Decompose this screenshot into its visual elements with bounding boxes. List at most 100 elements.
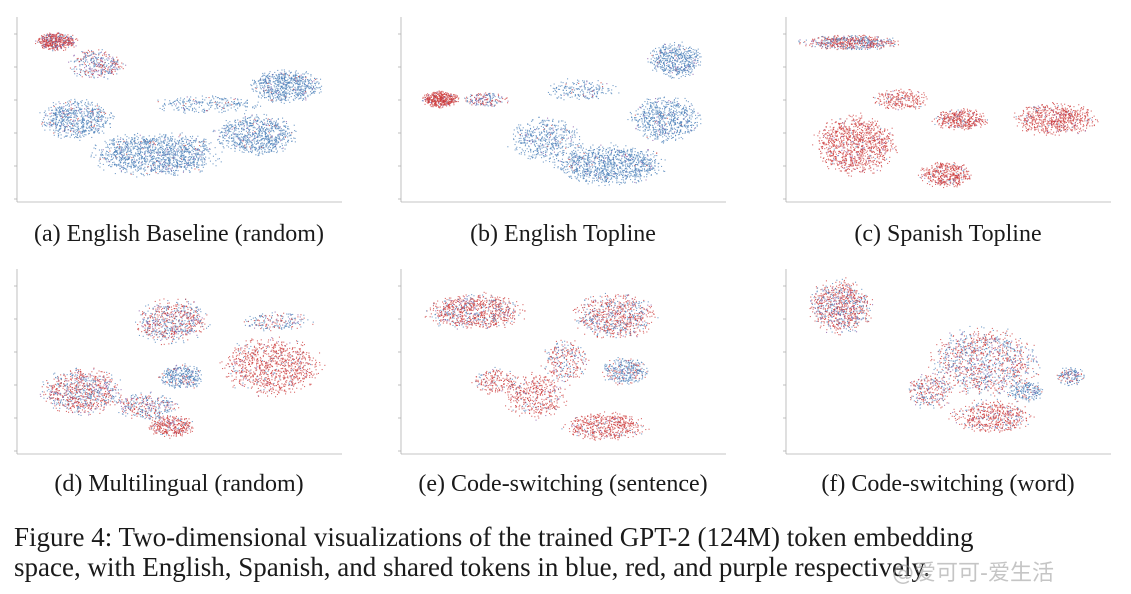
scatter-point <box>165 136 167 138</box>
scatter-point <box>305 72 307 74</box>
scatter-point <box>111 71 113 73</box>
scatter-point <box>96 125 98 127</box>
scatter-point <box>39 38 41 40</box>
scatter-point <box>55 122 57 124</box>
scatter-point <box>150 138 152 140</box>
scatter-point <box>286 122 288 124</box>
scatter-point <box>167 144 169 146</box>
scatter-point <box>296 75 298 77</box>
scatter-point <box>296 89 298 91</box>
scatter-point <box>241 133 243 135</box>
scatter-point <box>233 136 235 138</box>
scatter-point <box>199 145 201 147</box>
scatter-point <box>140 141 142 143</box>
scatter-point <box>238 138 240 140</box>
scatter-point <box>216 97 218 99</box>
scatter-point <box>265 132 267 134</box>
scatter-point <box>183 142 185 144</box>
scatter-point <box>104 157 106 159</box>
scatter-point <box>57 37 59 39</box>
scatter-point <box>122 138 124 140</box>
scatter-point <box>55 38 57 40</box>
scatter-point <box>161 149 163 151</box>
scatter-point <box>89 104 91 106</box>
scatter-point <box>221 142 223 144</box>
scatter-point <box>126 159 128 161</box>
scatter-point <box>444 102 446 104</box>
scatter-point <box>54 46 56 48</box>
scatter-point <box>278 127 280 129</box>
scatter-point <box>96 62 98 64</box>
scatter-point <box>90 59 92 61</box>
scatter-point <box>157 143 159 145</box>
scatter-point <box>159 133 161 135</box>
scatter-point <box>181 149 183 151</box>
scatter-point <box>120 149 122 151</box>
scatter-point <box>190 162 192 164</box>
scatter-point <box>58 39 60 41</box>
scatter-point <box>189 136 191 138</box>
scatter-point <box>276 79 278 81</box>
scatter-point <box>60 47 62 49</box>
scatter-point <box>259 91 261 93</box>
scatter-point <box>73 46 75 48</box>
scatter-point <box>126 139 128 141</box>
scatter-point <box>120 141 122 143</box>
scatter-point <box>193 103 195 105</box>
scatter-point <box>264 86 266 88</box>
scatter-point <box>274 137 276 139</box>
scatter-point <box>267 90 269 92</box>
scatter-point <box>65 42 67 44</box>
scatter-point <box>115 155 117 157</box>
scatter-point <box>201 156 203 158</box>
scatter-point <box>271 144 273 146</box>
scatter-point <box>45 115 47 117</box>
scatter-point <box>225 140 227 142</box>
scatter-point <box>92 74 94 76</box>
scatter-point <box>76 75 78 77</box>
scatter-point <box>94 56 96 58</box>
scatter-point <box>171 151 173 153</box>
scatter-point <box>449 105 451 107</box>
scatter-point <box>122 168 124 170</box>
scatter-point <box>84 108 86 110</box>
scatter-point <box>174 141 176 143</box>
scatter-point <box>75 111 77 113</box>
scatter-point <box>181 150 183 152</box>
scatter-point <box>80 102 82 104</box>
scatter-point <box>102 124 104 126</box>
scatter-point <box>251 148 253 150</box>
scatter-point <box>171 163 173 165</box>
scatter-point <box>221 99 223 101</box>
scatter-point <box>97 59 99 61</box>
scatter-point <box>90 102 92 104</box>
scatter-point <box>282 147 284 149</box>
scatter-point <box>91 136 93 138</box>
scatter-point <box>255 136 257 138</box>
scatter-point <box>119 151 121 153</box>
scatter-point <box>273 131 275 133</box>
scatter-point <box>298 79 300 81</box>
scatter-point <box>135 153 137 155</box>
scatter-point <box>120 151 122 153</box>
scatter-point <box>277 90 279 92</box>
scatter-point <box>153 164 155 166</box>
scatter-point <box>435 105 437 107</box>
scatter-point <box>259 85 261 87</box>
scatter-point <box>436 98 438 100</box>
scatter-point <box>112 139 114 141</box>
scatter-point <box>127 148 129 150</box>
scatter-point <box>62 37 64 39</box>
scatter-point <box>85 126 87 128</box>
scatter-point <box>103 157 105 159</box>
scatter-point <box>201 110 203 112</box>
scatter-point <box>453 101 455 103</box>
scatter-point <box>82 117 84 119</box>
scatter-point <box>270 88 272 90</box>
scatter-point <box>49 121 51 123</box>
scatter-point <box>432 99 434 101</box>
scatter-point <box>277 75 279 77</box>
scatter-point <box>171 167 173 169</box>
scatter-point <box>244 117 246 119</box>
scatter-point <box>247 141 249 143</box>
